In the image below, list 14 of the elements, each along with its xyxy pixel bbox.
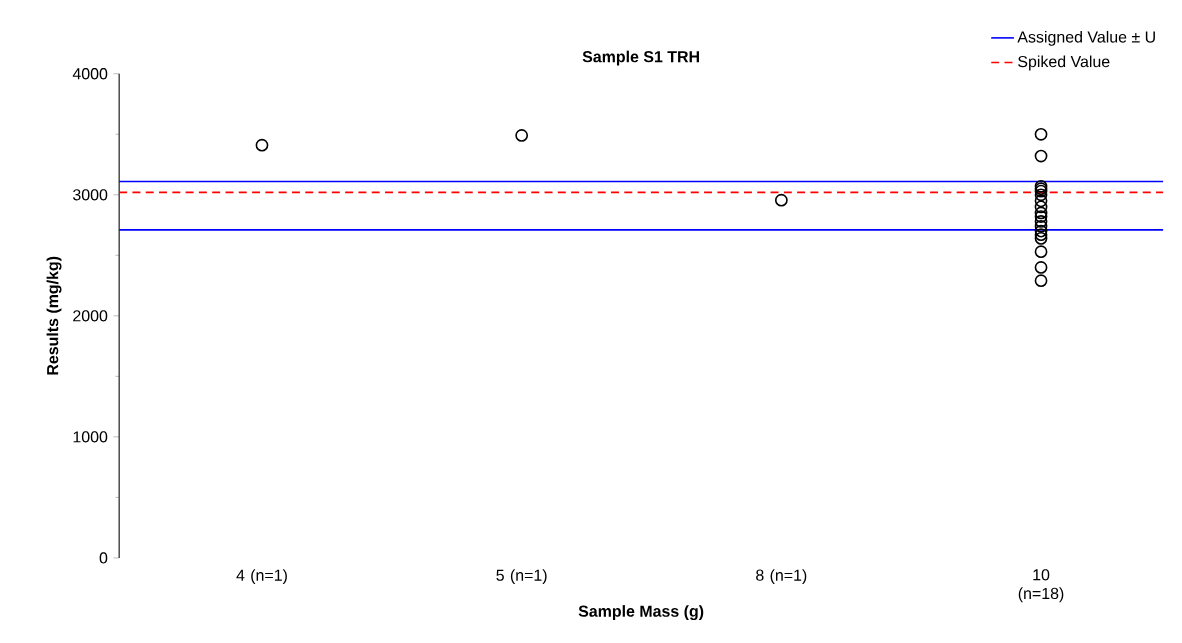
- y-tick-label: 4000: [72, 68, 108, 80]
- chart-title: Sample S1 TRH: [582, 50, 699, 66]
- legend-label: Spiked Value: [1018, 55, 1110, 71]
- y-tick-label: 3000: [73, 189, 108, 201]
- y-tick-label: 2000: [73, 310, 108, 322]
- x-tick-label: 5 (n=1): [496, 569, 547, 585]
- x-tick-label: 10 (n=18): [1018, 569, 1064, 603]
- y-axis-title: Results (mg/kg): [46, 256, 62, 375]
- x-tick-label: 8 (n=1): [756, 569, 807, 585]
- y-tick-label: 0: [99, 552, 108, 564]
- x-tick-label: 4 (n=1): [236, 569, 287, 585]
- y-tick-label: 1000: [73, 431, 108, 443]
- x-axis-title: Sample Mass (g): [578, 605, 704, 621]
- legend-label: Assigned Value ± U: [1017, 30, 1155, 46]
